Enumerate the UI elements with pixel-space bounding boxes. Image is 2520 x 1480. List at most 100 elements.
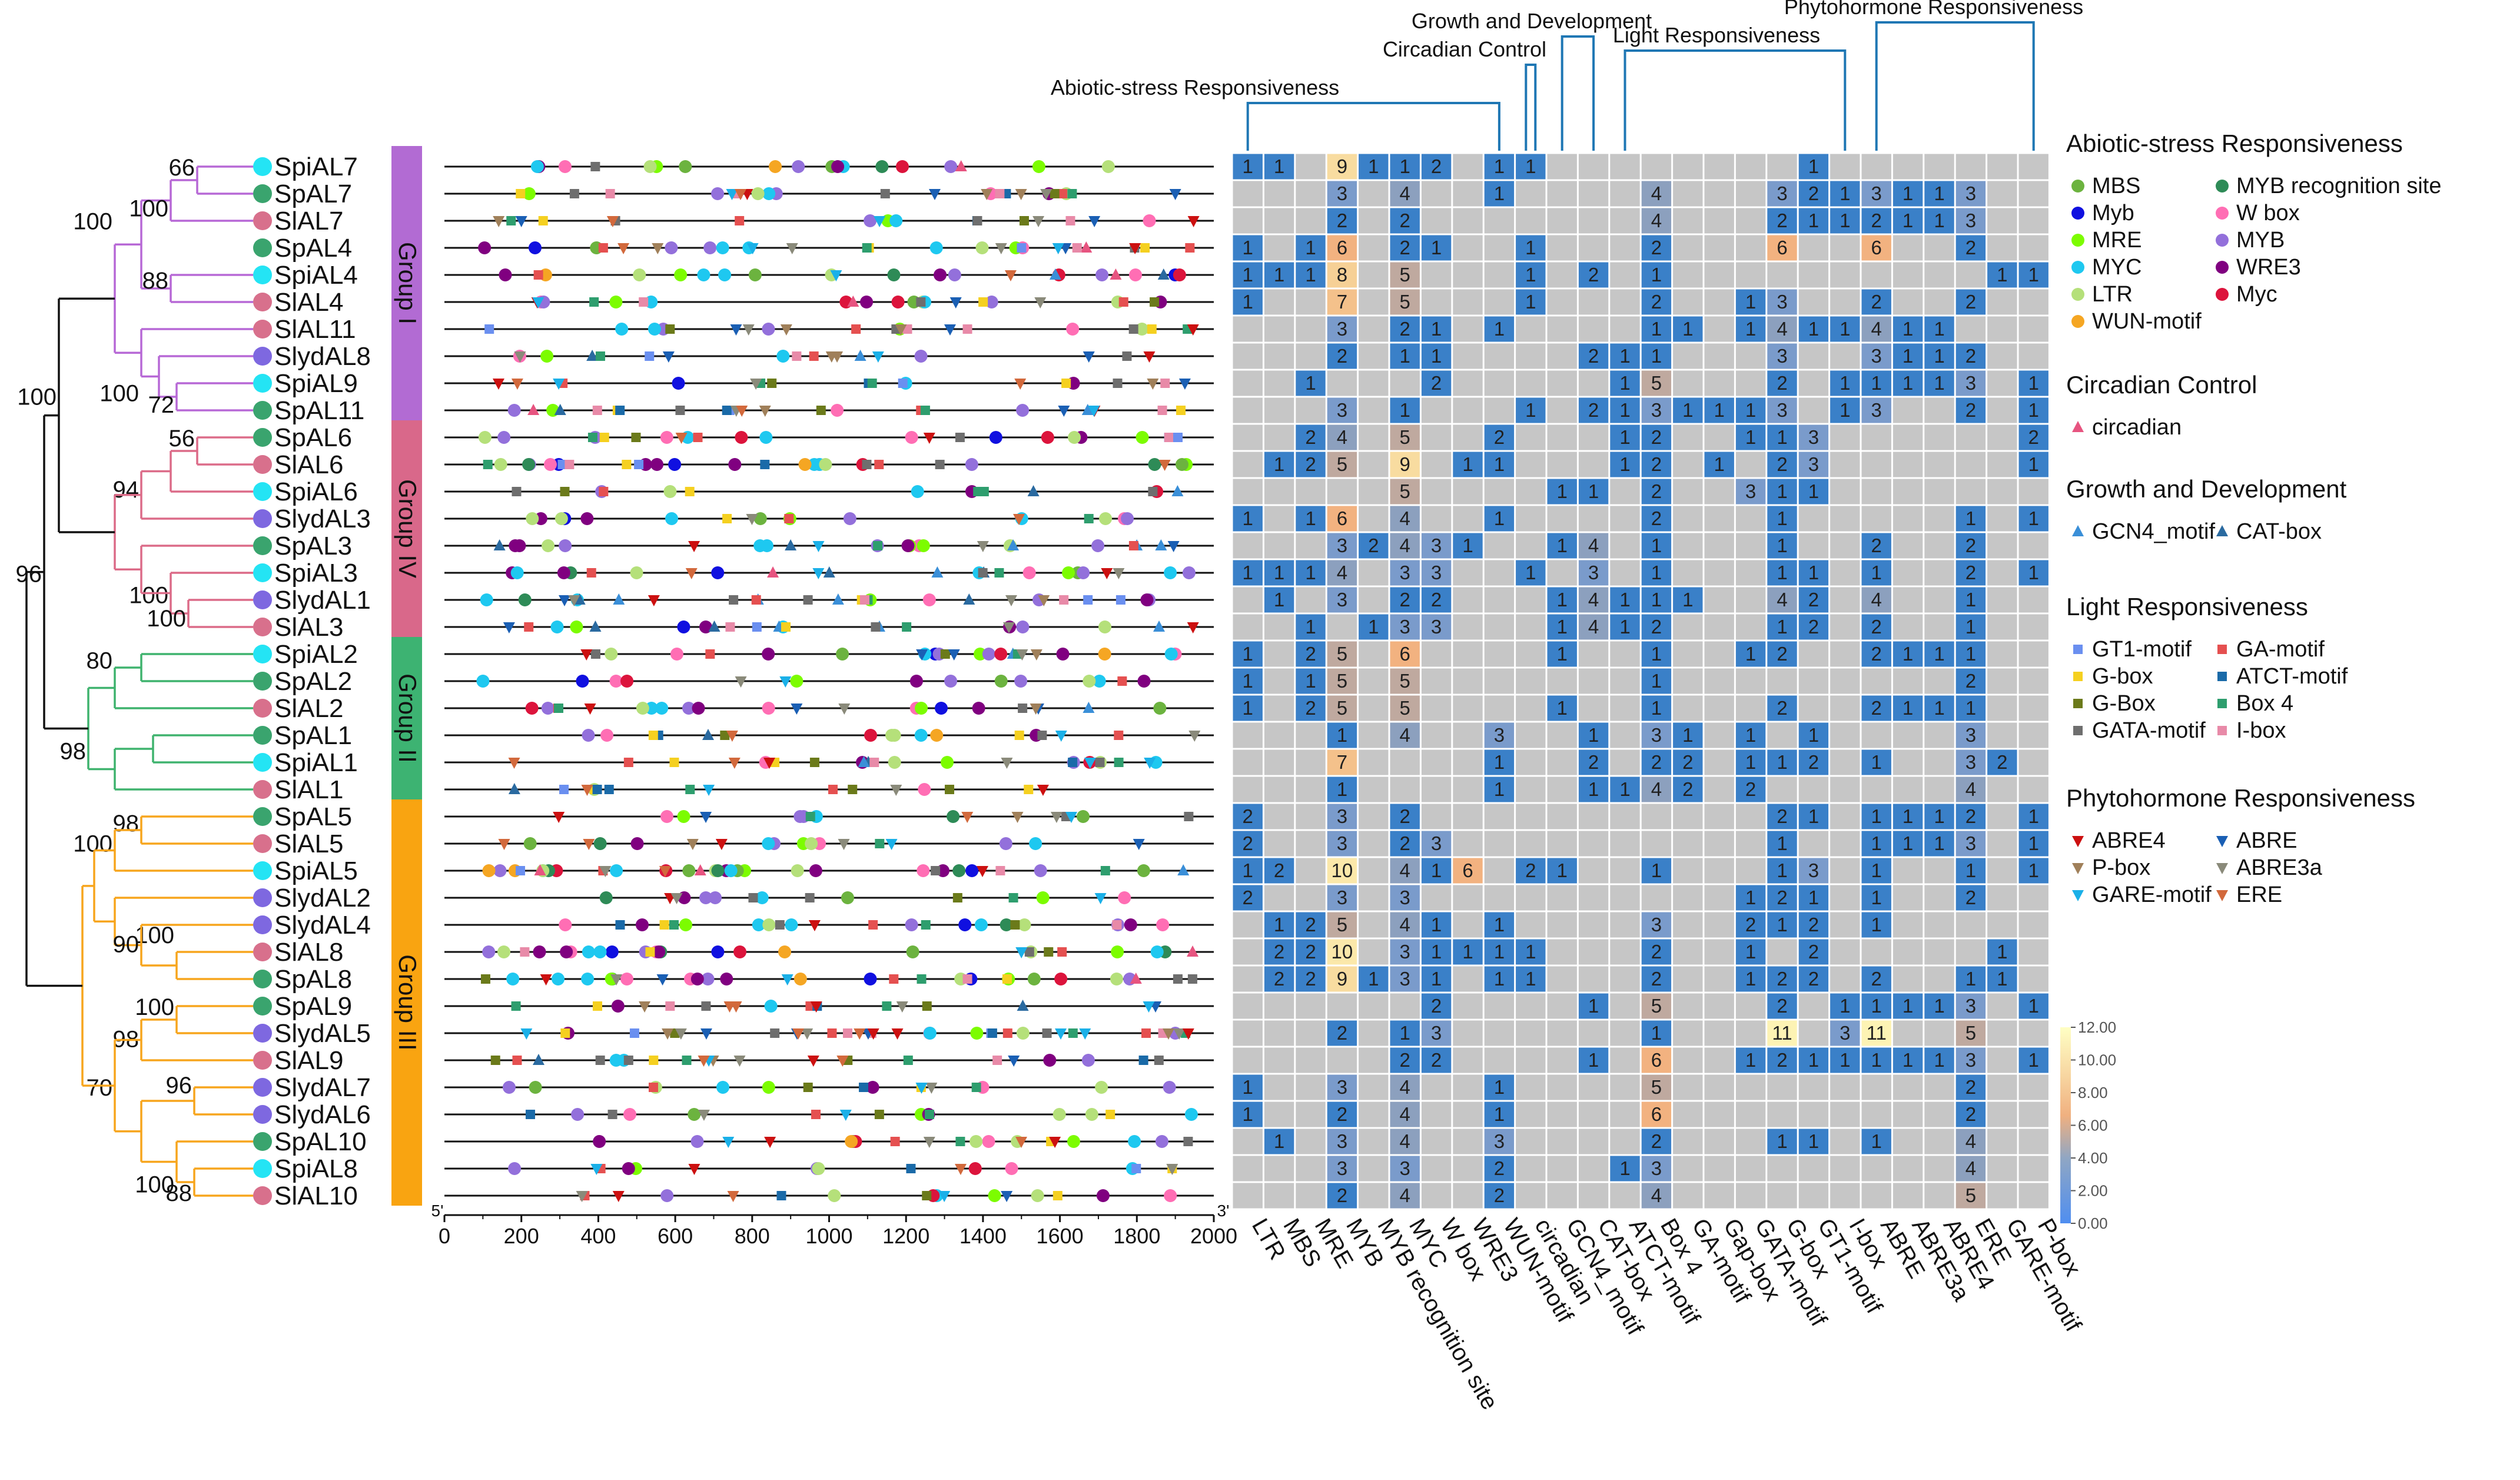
motif-mark xyxy=(1117,676,1127,686)
heatmap-cell xyxy=(2018,885,2048,911)
heatmap-cell xyxy=(1547,804,1577,829)
heatmap-cell xyxy=(1641,885,1672,911)
motif-mark xyxy=(645,947,655,957)
heatmap-cell xyxy=(1359,1074,1389,1100)
heatmap-cell-value: 3 xyxy=(1871,182,1882,204)
motif-mark xyxy=(581,785,593,796)
heatmap-cell xyxy=(1359,722,1389,748)
heatmap-cell xyxy=(1610,641,1640,667)
legend-item-label: WRE3 xyxy=(2236,255,2301,280)
heatmap-cell-value: 1 xyxy=(1871,860,1882,881)
heatmap-cell xyxy=(1610,533,1640,559)
heatmap-cell xyxy=(1798,1183,1829,1209)
heatmap-cell xyxy=(1578,289,1609,315)
heatmap-cell xyxy=(1704,912,1734,938)
motif-mark xyxy=(944,675,958,688)
heatmap-cell-value: 1 xyxy=(1619,399,1630,421)
motif-mark xyxy=(568,595,580,606)
heatmap-cell-value: 1 xyxy=(1431,914,1442,935)
motif-mark xyxy=(723,1001,736,1013)
heatmap-cell xyxy=(1233,939,1263,965)
legend-item-label: G-box xyxy=(2092,664,2153,689)
heatmap-cell-value: 1 xyxy=(2028,264,2039,286)
motif-mark xyxy=(685,785,695,794)
heatmap-cell-value: 1 xyxy=(1557,860,1568,881)
heatmap-cell xyxy=(1673,1020,1703,1046)
heatmap-cell xyxy=(1830,587,1860,613)
heatmap-cell xyxy=(1610,831,1640,857)
motif-mark xyxy=(895,324,907,336)
heatmap-cell-value: 4 xyxy=(1777,589,1787,610)
motif-mark xyxy=(1015,189,1027,200)
heatmap-cell xyxy=(1547,452,1577,477)
heatmap-cell xyxy=(1421,452,1452,477)
heatmap-cell xyxy=(1484,587,1515,613)
group-bar xyxy=(391,420,422,637)
heatmap-cell xyxy=(1987,343,2017,369)
heatmap-cell xyxy=(1390,208,1420,234)
motif-mark xyxy=(872,351,884,363)
gene-label: SpiAL8 xyxy=(274,1154,358,1183)
motif-mark xyxy=(589,297,599,307)
heatmap-cell xyxy=(1987,397,2017,423)
motif-mark xyxy=(1032,160,1045,173)
motif-mark xyxy=(949,297,962,308)
motif-mark xyxy=(1001,758,1013,769)
motif-mark xyxy=(617,243,630,254)
motif-mark xyxy=(543,458,557,471)
heatmap-cell xyxy=(1516,614,1546,640)
heatmap-cell xyxy=(1673,885,1703,911)
motif-mark xyxy=(868,920,878,930)
heatmap-cell xyxy=(1421,154,1452,180)
motif-mark xyxy=(1163,1081,1176,1094)
heatmap-cell xyxy=(1578,1129,1609,1154)
heatmap-cell xyxy=(1484,208,1515,234)
motif-mark xyxy=(598,243,608,253)
heatmap-cell xyxy=(1987,1074,2017,1100)
category-bracket xyxy=(1525,64,1537,151)
motif-mark xyxy=(1029,837,1042,850)
motif-mark xyxy=(620,675,634,688)
heatmap-cell xyxy=(2018,722,2048,748)
heatmap-cell xyxy=(1987,641,2017,667)
heatmap-cell-value: 1 xyxy=(1462,453,1473,475)
motif-mark xyxy=(724,864,738,877)
species-dot xyxy=(253,211,272,230)
heatmap-cell xyxy=(1924,154,1954,180)
motif-mark xyxy=(1185,243,1195,253)
heatmap-cell xyxy=(1453,1074,1483,1100)
motif-mark xyxy=(914,729,928,742)
motif-mark xyxy=(525,702,539,715)
heatmap-cell-value: 3 xyxy=(1337,535,1347,556)
motif-mark xyxy=(690,1135,704,1148)
heatmap-cell-value: 1 xyxy=(1305,237,1316,258)
heatmap-cell-value: 6 xyxy=(1337,237,1347,258)
heatmap-cell xyxy=(1327,262,1357,288)
heatmap-cell xyxy=(1673,695,1703,721)
bootstrap-value: 96 xyxy=(166,1073,192,1099)
heatmap-cell xyxy=(1641,154,1672,180)
heatmap-cell xyxy=(1673,831,1703,857)
motif-mark xyxy=(1072,243,1082,253)
motif-mark xyxy=(557,566,570,579)
heatmap-cell xyxy=(1704,722,1734,748)
gene-label: SpAL6 xyxy=(274,423,352,452)
motif-mark xyxy=(866,1081,879,1094)
motif-mark xyxy=(634,460,644,469)
heatmap-cell-value: 1 xyxy=(1525,399,1536,421)
legend-item-label: MYB xyxy=(2236,228,2285,253)
heatmap-cell-value: 1 xyxy=(1808,210,1819,231)
heatmap-cell-value: 1 xyxy=(1274,1130,1284,1152)
heatmap-cell xyxy=(1547,885,1577,911)
motif-mark xyxy=(700,812,712,823)
heatmap-cell xyxy=(1798,262,1829,288)
species-dot xyxy=(253,1159,272,1178)
motif-mark xyxy=(582,729,595,742)
motif-mark xyxy=(605,189,615,198)
heatmap-cell-value: 1 xyxy=(1714,399,1725,421)
motif-mark xyxy=(493,216,505,227)
heatmap-cell-value: 2 xyxy=(1431,155,1442,177)
heatmap-cell xyxy=(1641,181,1672,207)
heatmap-cell xyxy=(1830,560,1860,586)
